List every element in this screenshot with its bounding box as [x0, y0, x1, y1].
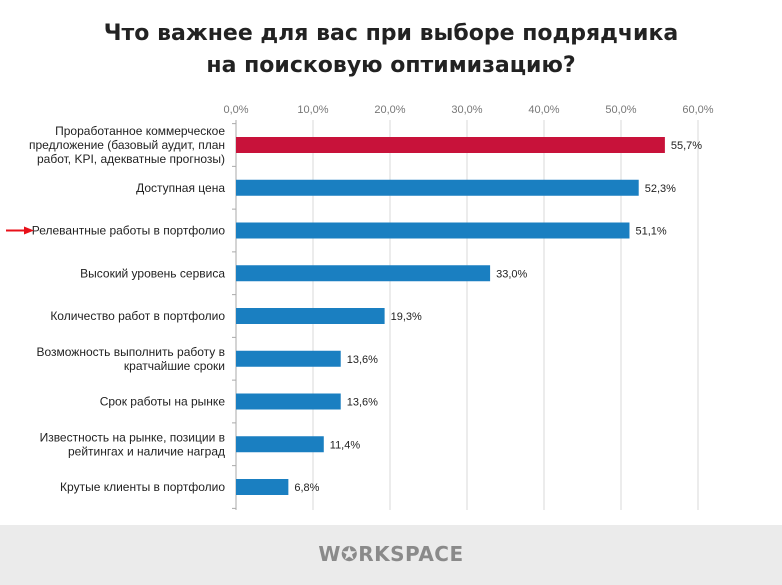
- value-label: 6,8%: [294, 482, 319, 494]
- tick-label: 50,0%: [605, 104, 636, 116]
- title-line-2: на поисковую оптимизацию?: [206, 53, 576, 78]
- category-label: рейтингах и наличие наград: [68, 444, 225, 458]
- title-line-1: Что важнее для вас при выборе подрядчика: [103, 21, 679, 46]
- value-label: 13,6%: [347, 354, 378, 366]
- value-label: 13,6%: [347, 397, 378, 409]
- value-label: 33,0%: [496, 268, 527, 280]
- value-label: 52,3%: [645, 183, 676, 195]
- bar: [236, 350, 341, 367]
- category-label: Количество работ в портфолио: [50, 309, 225, 323]
- footer: W✪RKSPACE: [0, 525, 782, 585]
- bar: [236, 308, 385, 324]
- bar: [236, 436, 324, 453]
- category-label: работ, KPI, адекватные прогнозы): [37, 152, 225, 166]
- category-label: Возможность выполнить работу в: [36, 345, 225, 359]
- tick-label: 30,0%: [451, 104, 482, 116]
- bar: [236, 393, 341, 410]
- value-label: 55,7%: [671, 140, 702, 152]
- bar-chart: 0,0% 10,0% 20,0% 30,0% 40,0% 50,0% 60,0% 55,7% П…: [6, 104, 714, 510]
- value-label: 19,3%: [391, 311, 422, 323]
- value-label: 51,1%: [635, 226, 666, 238]
- value-label: 11,4%: [330, 439, 361, 451]
- tick-label: 10,0%: [297, 104, 328, 116]
- bar: [236, 265, 491, 282]
- category-label: Релевантные работы в портфолио: [32, 224, 226, 238]
- category-label: Известность на рынке, позиции в: [40, 430, 225, 444]
- chart-title: Что важнее для вас при выборе подрядчика…: [0, 18, 782, 82]
- bar: [236, 479, 289, 495]
- category-label: Высокий уровень сервиса: [80, 266, 225, 280]
- tick-label: 60,0%: [682, 104, 713, 116]
- category-label: Доступная цена: [136, 181, 225, 195]
- category-label: кратчайшие сроки: [124, 359, 225, 373]
- category-label: Крутые клиенты в портфолио: [60, 480, 225, 494]
- arrow-head-icon: [24, 226, 34, 235]
- tick-label: 0,0%: [223, 104, 248, 116]
- tick-label: 20,0%: [374, 104, 405, 116]
- category-label: Проработанное коммерческое: [55, 124, 225, 138]
- bar: [236, 137, 665, 153]
- category-label: Срок работы на рынке: [100, 395, 226, 409]
- star-icon: ✪: [340, 542, 359, 566]
- bar: [236, 179, 639, 196]
- workspace-logo: W✪RKSPACE: [318, 542, 464, 566]
- bar: [236, 222, 630, 239]
- category-label: предложение (базовый аудит, план: [29, 138, 225, 152]
- tick-label: 40,0%: [528, 104, 559, 116]
